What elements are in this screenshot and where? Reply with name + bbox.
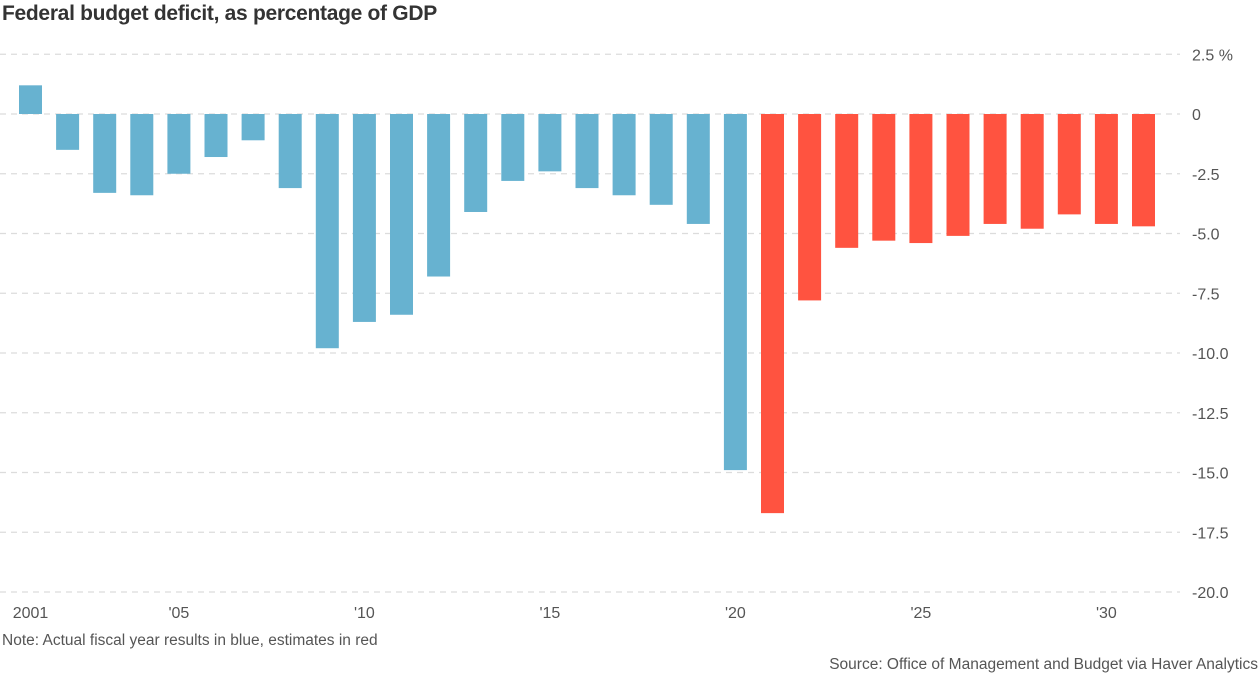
y-tick-label: 0 xyxy=(1192,107,1201,124)
bar-actual-2002 xyxy=(56,114,80,150)
bar-estimate-2028 xyxy=(1020,114,1044,229)
chart-note: Note: Actual fiscal year results in blue… xyxy=(2,632,378,649)
bar-estimate-2025 xyxy=(909,114,933,244)
bar-estimate-2027 xyxy=(983,114,1007,224)
bar-actual-2011 xyxy=(390,114,413,315)
bar-actual-2018 xyxy=(649,114,673,205)
bar-estimate-2022 xyxy=(798,114,822,301)
chart-title: Federal budget deficit, as percentage of… xyxy=(2,2,437,25)
bar-actual-2001 xyxy=(19,85,42,114)
bar-estimate-2021 xyxy=(761,114,784,514)
bar-actual-2004 xyxy=(130,114,154,196)
x-tick-label: '15 xyxy=(539,605,560,622)
bar-estimate-2030 xyxy=(1094,114,1118,224)
x-tick-label: '30 xyxy=(1096,605,1117,622)
bar-estimate-2024 xyxy=(872,114,896,241)
bar-actual-2015 xyxy=(538,114,562,172)
bar-estimate-2023 xyxy=(835,114,859,248)
bar-actual-2009 xyxy=(315,114,339,349)
y-tick-label: -7.5 xyxy=(1192,286,1220,303)
y-tick-label: -10.0 xyxy=(1192,346,1229,363)
bar-actual-2010 xyxy=(352,114,376,322)
x-tick-label: '20 xyxy=(725,605,746,622)
bar-actual-2003 xyxy=(93,114,117,193)
bar-actual-2017 xyxy=(612,114,636,196)
x-tick-label: '10 xyxy=(354,605,375,622)
y-tick-label: -12.5 xyxy=(1192,406,1229,423)
bar-actual-2008 xyxy=(278,114,302,189)
y-tick-label: -2.5 xyxy=(1192,167,1220,184)
x-axis: 2001 '05 '10 '15 '20 '25 '30 xyxy=(13,605,1117,622)
y-tick-label: -5.0 xyxy=(1192,227,1220,244)
gridlines xyxy=(0,53,1180,593)
bar-estimate-2026 xyxy=(946,114,970,236)
bar-actual-2007 xyxy=(241,114,265,141)
y-tick-label: 2.5 % xyxy=(1192,47,1233,64)
bar-actual-2012 xyxy=(427,114,451,277)
x-tick-label: '25 xyxy=(910,605,931,622)
bar-actual-2016 xyxy=(575,114,599,189)
bar-actual-2006 xyxy=(204,114,228,158)
chart-source: Source: Office of Management and Budget … xyxy=(829,656,1258,673)
bar-actual-2019 xyxy=(686,114,710,224)
bar-actual-2013 xyxy=(464,114,488,212)
y-axis: 2.5 % 0 -2.5 -5.0 -7.5 -10.0 -12.5 -15.0 -17.5 -2… xyxy=(1192,47,1233,602)
bars xyxy=(19,85,1155,514)
bar-estimate-2029 xyxy=(1057,114,1081,215)
bar-actual-2005 xyxy=(167,114,191,174)
x-tick-label: '05 xyxy=(168,605,189,622)
x-tick-label: 2001 xyxy=(13,605,49,622)
y-tick-label: -15.0 xyxy=(1192,466,1229,483)
y-tick-label: -20.0 xyxy=(1192,585,1229,602)
bar-estimate-2031 xyxy=(1132,114,1155,227)
bar-actual-2014 xyxy=(501,114,525,181)
y-tick-label: -17.5 xyxy=(1192,525,1229,542)
bar-actual-2020 xyxy=(723,114,747,471)
